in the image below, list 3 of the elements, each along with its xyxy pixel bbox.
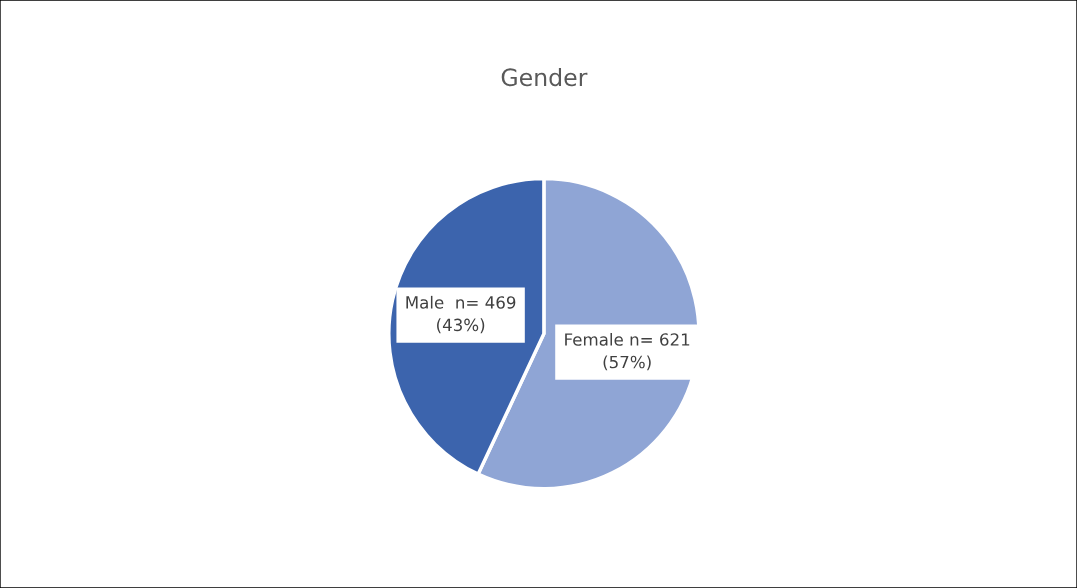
slice-label: Female n= 621 (57%) xyxy=(565,332,690,371)
chart-title: Gender xyxy=(501,67,588,87)
slice-label: Male n= 469 (43%) xyxy=(406,295,516,334)
